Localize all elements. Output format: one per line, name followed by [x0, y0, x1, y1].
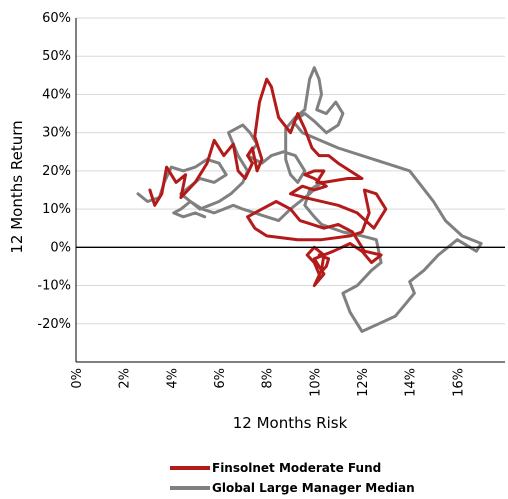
- legend-item-global-median: Global Large Manager Median: [170, 478, 415, 498]
- legend-label-finsolnet: Finsolnet Moderate Fund: [212, 461, 382, 475]
- series-line-1: [136, 66, 483, 333]
- legend-label-global-median: Global Large Manager Median: [212, 481, 415, 495]
- x-tick-label: 16%: [451, 368, 466, 397]
- x-axis-title: 12 Months Risk: [233, 414, 348, 432]
- legend-swatch-global-median: [170, 486, 210, 490]
- y-axis-title: 12 Months Return: [8, 120, 26, 253]
- x-tick-label: 14%: [404, 368, 419, 397]
- y-tick-label: 10%: [42, 202, 71, 217]
- x-tick-label: 10%: [308, 368, 323, 397]
- y-tick-label: -20%: [37, 317, 71, 332]
- x-tick-label: 0%: [70, 368, 85, 389]
- legend-swatch-finsolnet: [170, 466, 210, 470]
- x-tick-label: 8%: [261, 368, 276, 389]
- x-tick-label: 2%: [118, 368, 133, 389]
- legend-item-finsolnet: Finsolnet Moderate Fund: [170, 458, 415, 478]
- axis-layer: 60% 50% 40% 30% 20% 10% 0% -10% -20% 0% 2% 4% 6% 8% 10…: [37, 11, 505, 397]
- legend: Finsolnet Moderate Fund Global Large Man…: [170, 458, 415, 498]
- y-tick-label: 0%: [50, 240, 71, 255]
- y-tick-label: 60%: [42, 11, 71, 26]
- x-tick-label: 4%: [165, 368, 180, 389]
- series-line-0: [148, 77, 388, 288]
- y-tick-label: 20%: [42, 164, 71, 179]
- x-tick-label: 12%: [356, 368, 371, 397]
- series-layer: [136, 66, 483, 333]
- x-tick-label: 6%: [213, 368, 228, 389]
- y-tick-label: 40%: [42, 87, 71, 102]
- y-tick-label: 30%: [42, 126, 71, 141]
- y-tick-label: 50%: [42, 49, 71, 64]
- y-tick-label: -10%: [37, 279, 71, 294]
